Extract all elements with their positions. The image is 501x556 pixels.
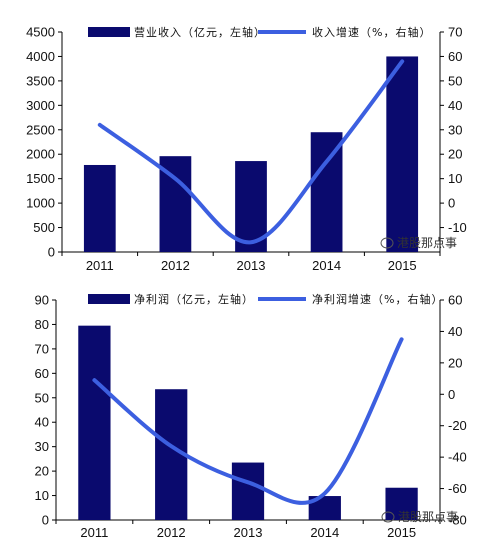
chart-panel-2: 0 10 20 30 40 50 60 70 80 90 -80 -60 -40 -20 0 20 40 60 20… (35, 292, 467, 540)
bar (83, 164, 116, 252)
right-axis-tick-label: 20 (448, 355, 462, 370)
legend-bar-swatch (88, 294, 130, 304)
right-axis-tick-label: 40 (448, 324, 462, 339)
left-axis-tick-label: 80 (35, 317, 49, 332)
bar (231, 462, 265, 520)
right-axis-tick-label: -80 (448, 513, 467, 528)
legend: 营业收入（亿元，左轴） 收入增速（%，右轴） (88, 25, 431, 39)
x-axis-tick-label: 2014 (310, 525, 339, 540)
right-axis-tick-label: -20 (448, 418, 467, 433)
left-axis-tick-label: 10 (35, 488, 49, 503)
left-axis-tick-label: 0 (42, 513, 49, 528)
legend-line-label: 净利润增速（%，右轴） (312, 292, 443, 306)
left-axis-tick-label: 2500 (26, 122, 55, 137)
legend-bar-label: 净利润（亿元，左轴） (134, 292, 254, 306)
bar (78, 325, 111, 520)
left-axis-tick-label: 4500 (26, 25, 55, 40)
right-axis-tick-label: 60 (448, 293, 462, 308)
right-axis-tick-label: 60 (448, 49, 462, 64)
bar (310, 132, 343, 252)
right-axis-tick-label: 50 (448, 73, 462, 88)
left-axis-tick-label: 70 (35, 341, 49, 356)
legend: 净利润（亿元，左轴） 净利润增速（%，右轴） (88, 292, 443, 306)
chart-panel-1: 0 500 1000 1500 2000 2500 3000 3500 4000 4500 -10 0… (26, 25, 467, 274)
left-axis-tick-label: 90 (35, 293, 49, 308)
bar (308, 496, 341, 520)
legend-bar-swatch (88, 27, 130, 37)
legend-line-label: 收入增速（%，右轴） (312, 25, 431, 39)
wechat-icon (381, 511, 395, 523)
x-axis-tick-label: 2011 (80, 525, 108, 540)
growth-line (97, 59, 405, 245)
right-axis-tick-label: 40 (448, 98, 462, 113)
left-axis-tick-label: 50 (35, 390, 49, 405)
right-axis-tick-label: -60 (448, 481, 467, 496)
left-axis-tick-label: 4000 (26, 49, 55, 64)
left-axis-tick-label: 40 (35, 415, 49, 430)
left-axis-tick-label: 3000 (26, 98, 55, 113)
right-axis-tick-label: 70 (448, 25, 462, 40)
growth-line (92, 337, 404, 505)
x-axis-tick-label: 2013 (234, 525, 263, 540)
watermark: 港股那点事 (381, 510, 458, 524)
left-axis-tick-label: 0 (48, 245, 55, 260)
left-axis-tick-label: 60 (35, 366, 49, 381)
right-axis-tick-label: -10 (448, 220, 467, 235)
bar (386, 56, 419, 252)
left-axis-tick-label: 500 (33, 220, 55, 235)
watermark: 港股那点事 (380, 236, 457, 250)
left-axis-tick-label: 2000 (26, 147, 55, 162)
legend-bar-label: 营业收入（亿元，左轴） (134, 25, 266, 39)
left-axis-tick-label: 1000 (26, 196, 55, 211)
right-axis-tick-label: 0 (448, 196, 455, 211)
right-axis-tick-label: 0 (448, 387, 455, 402)
x-axis-tick-label: 2012 (161, 258, 190, 273)
left-axis-tick-label: 3500 (26, 73, 55, 88)
watermark-text: 港股那点事 (398, 510, 458, 524)
x-axis-tick-label: 2013 (237, 258, 266, 273)
bar (385, 487, 418, 520)
x-axis-tick-label: 2014 (312, 258, 341, 273)
x-axis-tick-label: 2015 (388, 258, 417, 273)
left-axis-tick-label: 1500 (26, 171, 55, 186)
right-axis-tick-label: -40 (448, 450, 467, 465)
x-axis-tick-label: 2015 (387, 525, 416, 540)
x-axis-tick-label: 2011 (86, 258, 114, 273)
right-axis-tick-label: 10 (448, 171, 462, 186)
watermark-text: 港股那点事 (397, 236, 457, 250)
left-axis-tick-label: 20 (35, 464, 49, 479)
right-axis-tick-label: 20 (448, 147, 462, 162)
wechat-icon (380, 237, 394, 249)
x-axis-tick-label: 2012 (157, 525, 186, 540)
left-axis-tick-label: 30 (35, 439, 49, 454)
right-axis-tick-label: 30 (448, 122, 462, 137)
